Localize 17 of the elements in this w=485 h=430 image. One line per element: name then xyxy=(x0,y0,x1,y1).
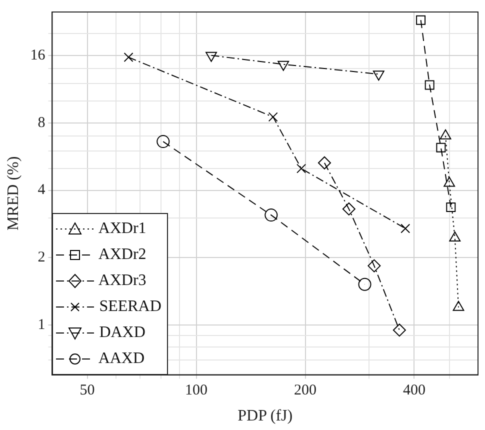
legend-label: SEERAD xyxy=(99,298,162,315)
y-tick-label: 2 xyxy=(38,250,46,266)
legend-label: AXDr1 xyxy=(98,220,146,237)
x-tick-label: 100 xyxy=(185,382,208,399)
x-tick-label: 200 xyxy=(294,382,317,399)
legend-label: AAXD xyxy=(98,350,145,367)
y-tick-label: 4 xyxy=(38,182,46,198)
y-tick-label: 16 xyxy=(30,47,46,64)
y-tick-label: 1 xyxy=(38,317,46,334)
y-tick-label: 8 xyxy=(38,114,46,131)
x-axis-title: PDP (fJ) xyxy=(238,408,293,425)
x-tick-label: 50 xyxy=(80,382,95,399)
legend-label: DAXD xyxy=(99,324,146,341)
x-tick-label: 400 xyxy=(402,382,426,399)
legend-label: AXDr3 xyxy=(98,272,146,289)
y-axis-title: MRED (%) xyxy=(4,156,22,231)
legend-label: AXDr2 xyxy=(98,246,146,263)
